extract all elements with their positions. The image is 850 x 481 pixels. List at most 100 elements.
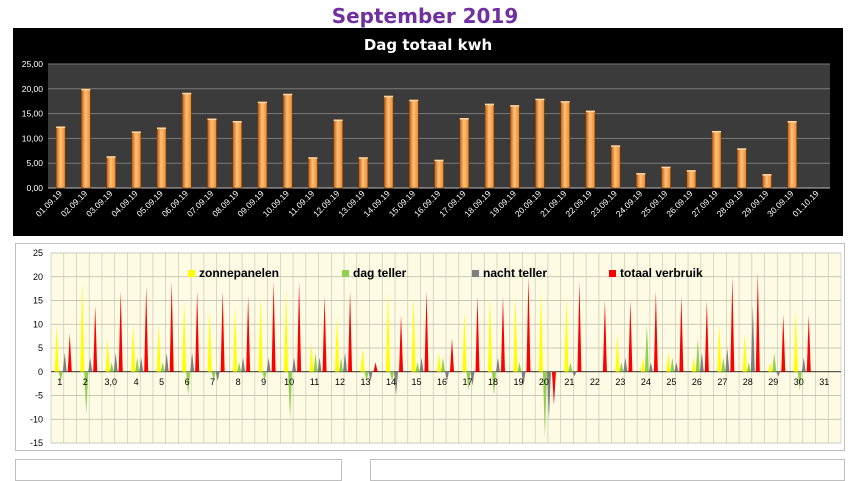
spike xyxy=(797,371,802,391)
legend-swatch xyxy=(472,270,479,277)
x-tick-label: 27.09.19 xyxy=(689,188,720,219)
x-tick-label: 05.09.19 xyxy=(134,188,165,219)
spike xyxy=(182,300,187,372)
x-tick-label: 24.09.19 xyxy=(614,188,645,219)
x-tick-label: 29 xyxy=(768,377,778,387)
x-tick-label: 18 xyxy=(488,377,498,387)
daily-total-bar-chart-svg: 25,0020,0015,0010,005,000,0001.09.1902.0… xyxy=(22,59,830,219)
x-tick-label: 10.09.19 xyxy=(261,188,292,219)
spike xyxy=(437,352,441,372)
x-tick-label: 23.09.19 xyxy=(589,188,620,219)
bar-top xyxy=(434,159,444,162)
spike xyxy=(139,357,144,372)
spike xyxy=(517,362,522,372)
spike xyxy=(390,371,395,382)
spike xyxy=(215,371,220,382)
spike xyxy=(542,371,547,439)
x-tick-label: 15.09.19 xyxy=(387,188,418,219)
spike xyxy=(419,357,424,372)
bar-top xyxy=(686,170,696,172)
spike xyxy=(105,338,110,372)
x-tick-label: 11 xyxy=(310,377,319,387)
spike xyxy=(793,310,798,372)
y-tick-label: 25,00 xyxy=(22,59,44,69)
spike xyxy=(653,291,658,372)
bar xyxy=(282,93,293,189)
x-tick-label: 08.09.19 xyxy=(210,188,241,219)
bar xyxy=(585,110,596,189)
bar-top xyxy=(484,103,494,106)
spike xyxy=(399,314,404,372)
spike xyxy=(640,357,645,372)
spike xyxy=(364,371,369,382)
spike xyxy=(144,286,149,372)
spike xyxy=(424,291,429,372)
bar xyxy=(257,101,268,189)
spike xyxy=(755,272,760,372)
bar xyxy=(787,120,797,189)
spike xyxy=(309,343,314,372)
x-tick-label: 27 xyxy=(717,377,727,387)
x-tick-label: 6 xyxy=(185,377,190,387)
x-tick-label: 14 xyxy=(386,377,396,387)
spike xyxy=(725,348,730,372)
spike xyxy=(266,357,271,372)
spike xyxy=(394,371,399,396)
x-tick-label: 7 xyxy=(210,377,215,387)
spike xyxy=(691,357,696,372)
daily-total-bar-chart: 25,00 20,00 15,00 10,00 5,00 0,00 01.09.19 02.0… xyxy=(13,28,843,236)
bar xyxy=(383,95,394,189)
y-tick-label: 0,00 xyxy=(26,183,43,193)
x-tick-label: 28.09.19 xyxy=(715,188,746,219)
bar-top xyxy=(459,118,469,120)
spike xyxy=(781,314,786,372)
spike xyxy=(704,300,709,372)
bar-top xyxy=(585,110,595,113)
bar-top xyxy=(106,156,116,158)
bottom-right-panel xyxy=(370,459,845,481)
bar xyxy=(131,131,142,189)
bar-top xyxy=(711,130,721,133)
bar xyxy=(509,104,520,189)
x-tick-label: 2 xyxy=(83,377,88,387)
y-tick-label: 10,00 xyxy=(22,133,44,143)
legend-label: dag teller xyxy=(353,266,407,280)
spike xyxy=(360,348,365,372)
spike xyxy=(211,371,216,382)
spike xyxy=(164,352,169,372)
x-tick-label: 16.09.19 xyxy=(412,188,443,219)
spike xyxy=(670,357,675,372)
bar-top xyxy=(81,88,91,91)
spike xyxy=(644,324,649,372)
spike xyxy=(628,300,633,372)
spike xyxy=(521,371,526,386)
y-tick-label: -10 xyxy=(30,414,43,424)
spike xyxy=(623,357,628,372)
spike xyxy=(262,371,267,382)
x-tick-label: 18.09.19 xyxy=(462,188,493,219)
spike xyxy=(546,371,551,420)
spike xyxy=(568,362,573,372)
spike xyxy=(67,333,72,372)
spike xyxy=(368,371,373,382)
x-tick-label: 26.09.19 xyxy=(664,188,695,219)
spike xyxy=(386,291,391,372)
bar xyxy=(434,159,444,189)
bar-top xyxy=(737,148,747,150)
x-tick-label: 30.09.19 xyxy=(765,188,796,219)
x-tick-label: 5 xyxy=(159,377,164,387)
spike xyxy=(373,362,378,372)
spike xyxy=(220,291,225,372)
spike xyxy=(487,295,492,372)
spike xyxy=(772,352,777,372)
spike xyxy=(615,333,620,372)
bar-top xyxy=(762,174,772,176)
spike xyxy=(768,362,773,372)
bar-top xyxy=(560,101,570,103)
bar xyxy=(232,120,242,189)
x-tick-label: 16 xyxy=(437,377,447,387)
x-tick-label: 29.09.19 xyxy=(740,188,771,219)
bar xyxy=(762,173,772,189)
spike xyxy=(195,291,200,372)
